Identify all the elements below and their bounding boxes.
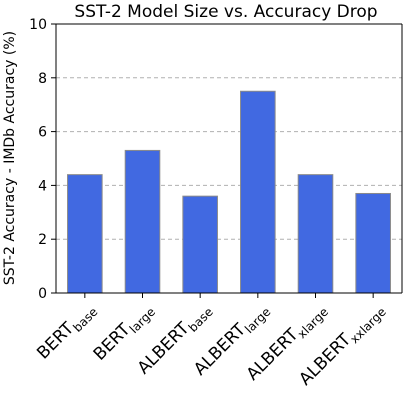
- y-tick-label: 4: [38, 178, 47, 194]
- bar: [67, 174, 103, 294]
- grid-lines: [56, 77, 402, 240]
- chart-title: SST-2 Model Size vs. Accuracy Drop: [74, 2, 377, 22]
- y-tick-label: 0: [38, 286, 47, 302]
- y-tick-label: 6: [38, 125, 47, 141]
- category-subscript: xxlarge: [347, 305, 388, 346]
- x-tick-label-text: BERTbase: [33, 298, 100, 365]
- category-subscript: large: [127, 305, 158, 336]
- y-tick-label: 10: [29, 17, 47, 33]
- bar: [124, 149, 161, 294]
- bar: [182, 195, 218, 294]
- category-subscript: large: [242, 305, 273, 336]
- x-tick-label: ALBERTxxlarge: [295, 298, 388, 391]
- axes: [55, 23, 403, 298]
- bar: [240, 90, 276, 294]
- category-subscript: xlarge: [295, 305, 331, 341]
- x-tick-label: BERTbase: [33, 298, 100, 365]
- x-tick-label-text: ALBERTxxlarge: [295, 298, 388, 391]
- bars: [67, 90, 391, 294]
- y-ticks: 0 2 4 6 8 10: [29, 17, 56, 302]
- y-tick-label: 2: [38, 232, 47, 248]
- x-tick-labels: BERTbaseBERTlargeALBERTbaseALBERTlargeAL…: [33, 298, 388, 391]
- category-subscript: base: [186, 305, 216, 335]
- y-tick-label: 8: [38, 71, 47, 87]
- bar: [355, 192, 391, 294]
- bar: [297, 174, 334, 294]
- category-subscript: base: [70, 305, 100, 335]
- y-axis-label: SST-2 Accuracy - IMDb Accuracy (%): [2, 31, 18, 285]
